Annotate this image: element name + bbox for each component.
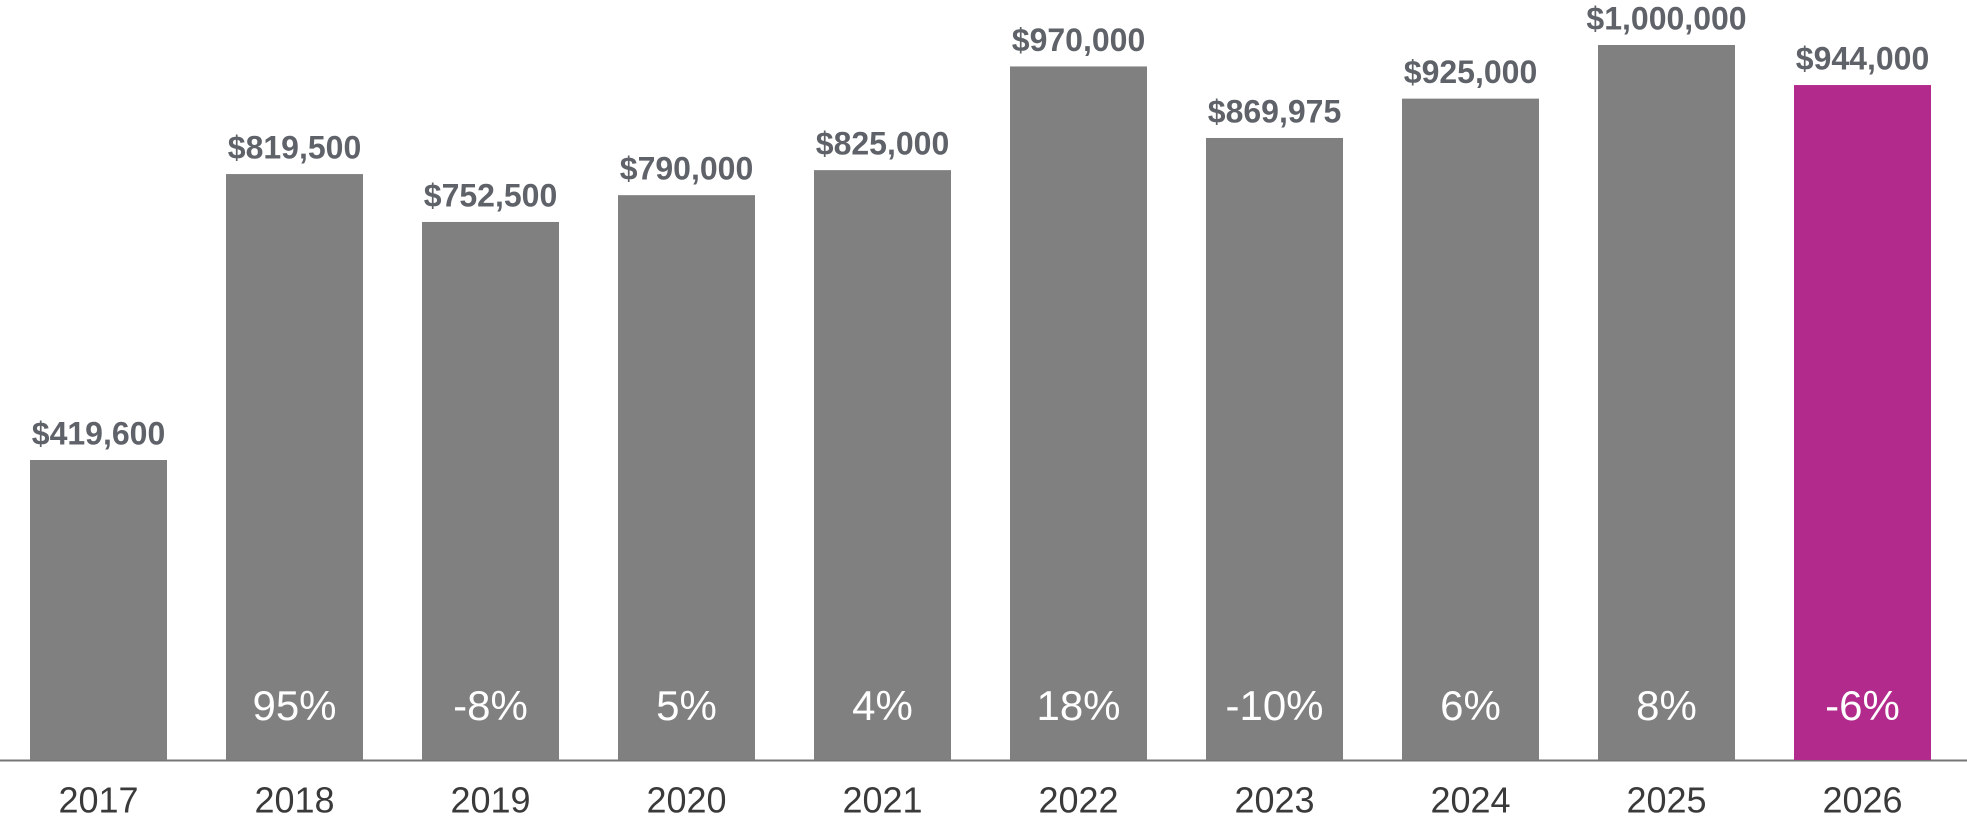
bar xyxy=(1794,85,1931,761)
x-tick-label: 2018 xyxy=(254,780,334,821)
x-tick-label: 2023 xyxy=(1234,780,1314,821)
bar xyxy=(1010,66,1147,760)
value-label: $944,000 xyxy=(1796,40,1929,76)
value-label: $752,500 xyxy=(424,177,557,213)
x-tick-label: 2024 xyxy=(1430,780,1510,821)
value-label: $970,000 xyxy=(1012,22,1145,58)
change-label: 8% xyxy=(1636,682,1697,729)
value-label: $869,975 xyxy=(1208,93,1341,129)
bar xyxy=(1206,137,1343,760)
value-label: $419,600 xyxy=(32,415,165,451)
bar xyxy=(226,174,363,760)
x-tick-label: 2022 xyxy=(1038,780,1118,821)
change-label: 4% xyxy=(852,682,913,729)
value-label: $819,500 xyxy=(228,130,361,166)
x-tick-label: 2019 xyxy=(450,780,530,821)
change-label: 5% xyxy=(656,682,717,729)
change-label: -10% xyxy=(1225,682,1323,729)
bar xyxy=(814,170,951,760)
x-tick-label: 2017 xyxy=(58,780,138,821)
change-label: -6% xyxy=(1825,682,1900,729)
value-label: $925,000 xyxy=(1404,54,1537,90)
change-label: 95% xyxy=(252,682,336,729)
change-label: 6% xyxy=(1440,682,1501,729)
x-tick-label: 2020 xyxy=(646,780,726,821)
x-tick-label: 2025 xyxy=(1626,780,1706,821)
x-tick-label: 2026 xyxy=(1822,780,1902,821)
bar xyxy=(30,459,167,760)
value-label: $790,000 xyxy=(620,151,753,187)
change-label: -8% xyxy=(453,682,528,729)
bar xyxy=(1402,98,1539,760)
value-label: $1,000,000 xyxy=(1586,0,1746,36)
bar xyxy=(1598,45,1735,760)
bar xyxy=(618,195,755,760)
bar xyxy=(422,221,559,760)
x-tick-label: 2021 xyxy=(842,780,922,821)
change-label: 18% xyxy=(1036,682,1120,729)
value-label: $825,000 xyxy=(816,126,949,162)
